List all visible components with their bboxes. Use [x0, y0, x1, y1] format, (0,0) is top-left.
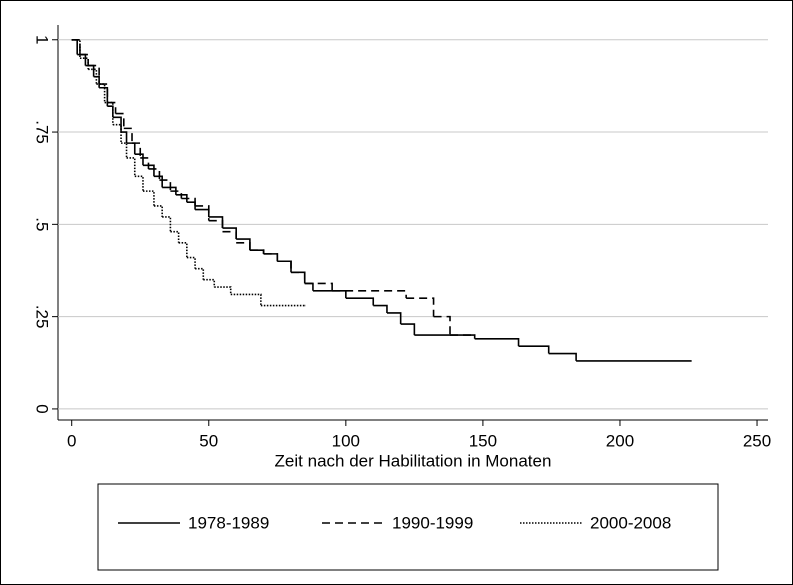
survival-step: [115, 112, 125, 129]
survival-step: [148, 168, 161, 181]
survival-step: [99, 83, 109, 103]
survival-step: [332, 289, 407, 299]
x-tick-label: 150: [469, 431, 497, 450]
survival-step: [88, 68, 98, 85]
survival-step: [203, 278, 216, 288]
survival-step: [79, 57, 89, 70]
y-tick-label: .5: [33, 217, 52, 231]
survival-step: [433, 315, 451, 336]
survival-step: [386, 312, 402, 325]
survival-step: [159, 179, 172, 192]
y-tick-label: .25: [33, 305, 52, 329]
survival-step: [123, 127, 133, 144]
survival-step: [170, 190, 183, 199]
survival-step: [178, 242, 188, 258]
survival-step: [132, 142, 142, 158]
legend-label: 1978-1989: [188, 513, 269, 532]
survival-step: [236, 242, 251, 251]
survival-step: [107, 101, 117, 114]
survival-step: [548, 352, 577, 361]
survival-step: [79, 53, 89, 66]
survival-step: [153, 205, 163, 217]
survival-step: [345, 297, 375, 306]
x-tick-label: 100: [332, 431, 360, 450]
survival-step: [518, 345, 550, 354]
survival-step: [121, 131, 128, 144]
survival-step: [121, 142, 128, 158]
survival-step: [230, 293, 262, 306]
legend-box: [97, 483, 719, 571]
survival-step: [99, 86, 109, 107]
survival-step: [208, 219, 224, 232]
survival-step: [474, 337, 520, 347]
survival-step: [142, 164, 155, 177]
survival-step: [162, 216, 172, 232]
survival-step: [304, 282, 333, 291]
survival-step: [140, 157, 150, 169]
survival-step: [249, 249, 265, 254]
survival-step: [222, 230, 237, 243]
survival-step: [186, 256, 196, 269]
x-tick-label: 200: [606, 431, 634, 450]
survival-step: [181, 197, 196, 206]
survival-step: [195, 267, 205, 280]
survival-step: [88, 64, 100, 85]
x-tick-label: 0: [67, 431, 76, 450]
survival-step: [195, 205, 210, 221]
x-tick-label: 50: [199, 431, 218, 450]
survival-step: [373, 304, 388, 313]
survival-step: [134, 175, 144, 192]
y-tick-label: 1: [33, 35, 52, 44]
x-tick-label: 250: [743, 431, 771, 450]
survival-step: [263, 253, 279, 262]
y-tick-label: 0: [33, 404, 52, 413]
survival-step: [170, 230, 180, 243]
survival-step: [400, 323, 416, 336]
y-tick-label: .75: [33, 120, 52, 144]
legend-label: 2000-2008: [590, 513, 671, 532]
survival-step: [142, 190, 155, 206]
survival-step: [112, 116, 122, 133]
legend-label: 1990-1999: [392, 513, 473, 532]
survival-step: [153, 175, 163, 188]
survival-step: [214, 286, 232, 295]
survival-step: [291, 271, 306, 284]
survival-step: [134, 153, 144, 166]
survival-step: [175, 194, 188, 203]
survival-step: [406, 297, 435, 317]
survival-step: [277, 260, 292, 273]
survival-step: [162, 186, 177, 195]
x-axis-label: Zeit nach der Habilitation in Monaten: [275, 451, 552, 470]
